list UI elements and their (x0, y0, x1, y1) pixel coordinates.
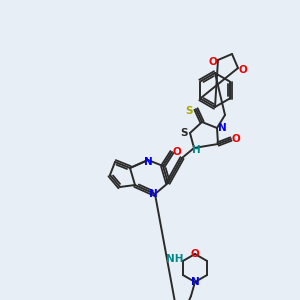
Text: S: S (180, 128, 188, 138)
Text: NH: NH (166, 254, 184, 264)
Text: H: H (192, 145, 200, 155)
Text: N: N (144, 157, 152, 167)
Text: O: O (238, 65, 247, 75)
Text: N: N (148, 189, 158, 199)
Text: N: N (190, 277, 200, 287)
Text: N: N (218, 123, 226, 133)
Text: O: O (208, 57, 217, 67)
Text: O: O (172, 147, 182, 157)
Text: O: O (232, 134, 240, 144)
Text: O: O (190, 249, 200, 259)
Text: S: S (185, 106, 193, 116)
